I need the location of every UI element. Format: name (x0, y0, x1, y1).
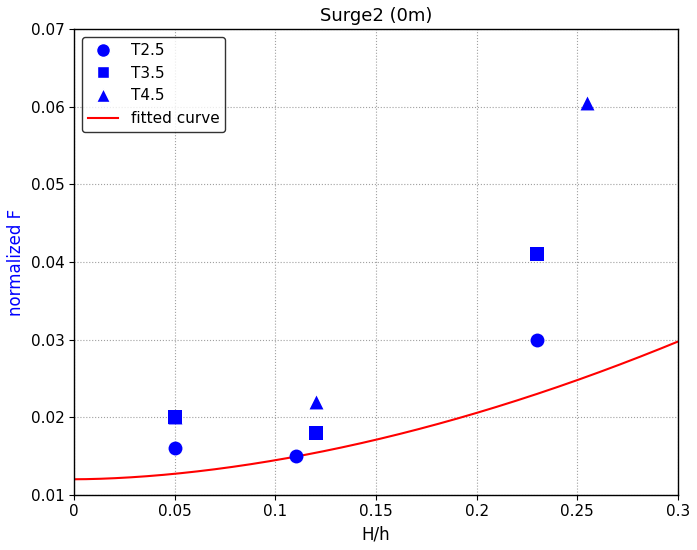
Point (310, 397, 321, 406)
Point (169, 413, 181, 422)
Point (290, 452, 301, 460)
Y-axis label: normalized F: normalized F (7, 208, 25, 316)
Point (531, 250, 542, 258)
Point (169, 444, 181, 453)
Point (531, 335, 542, 344)
Point (169, 413, 181, 422)
Legend: T2.5, T3.5, T4.5, fitted curve: T2.5, T3.5, T4.5, fitted curve (82, 37, 226, 132)
Point (582, 98, 593, 107)
X-axis label: H/h: H/h (362, 525, 390, 543)
Point (310, 428, 321, 437)
Title: Surge2 (0m): Surge2 (0m) (320, 7, 432, 25)
